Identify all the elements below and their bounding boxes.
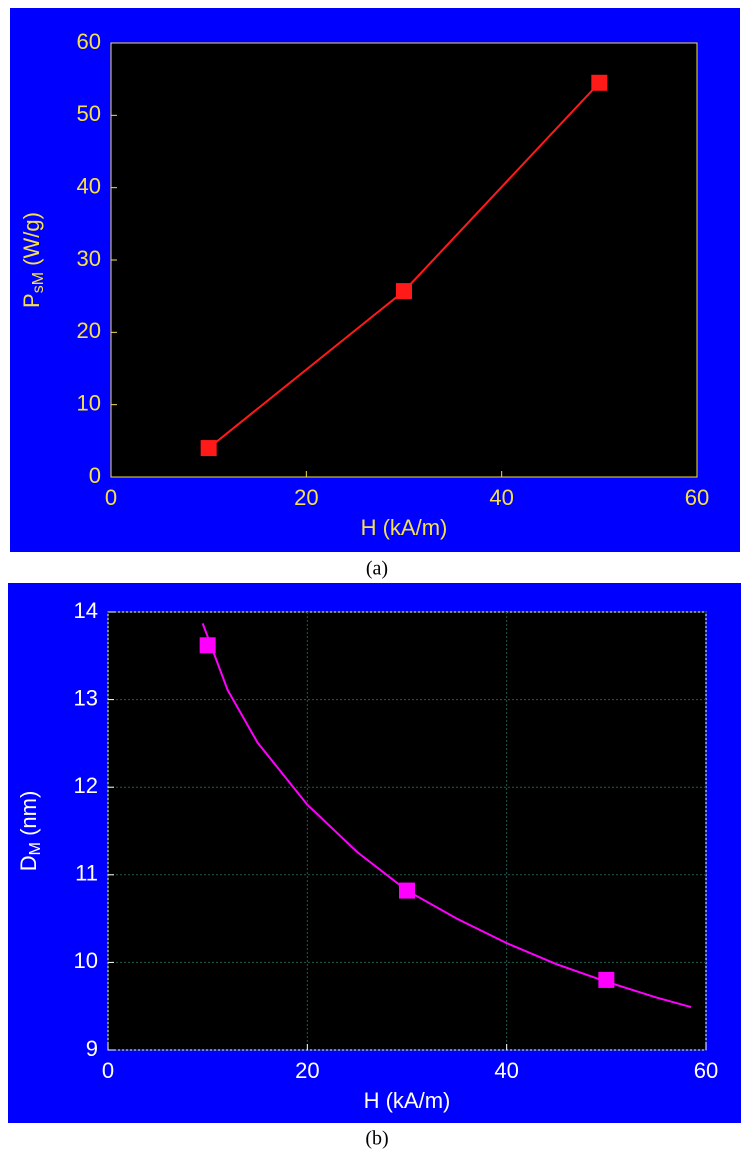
x-tick-label: 40 bbox=[489, 485, 513, 510]
marker bbox=[200, 440, 217, 457]
y-tick-label: 13 bbox=[74, 685, 98, 710]
y-tick-label: 60 bbox=[77, 29, 101, 54]
y-tick-label: 10 bbox=[74, 948, 98, 973]
y-tick-label: 40 bbox=[77, 173, 101, 198]
x-tick-label: 60 bbox=[685, 485, 709, 510]
x-tick-label: 60 bbox=[694, 1058, 718, 1083]
x-tick-label: 0 bbox=[105, 485, 117, 510]
marker bbox=[396, 283, 412, 300]
x-tick-label: 0 bbox=[102, 1058, 114, 1083]
plot-area bbox=[110, 42, 698, 478]
y-axis-label-part: M bbox=[27, 842, 44, 855]
y-axis-label: DM (nm) bbox=[16, 791, 44, 872]
x-axis-label: H (kA/m) bbox=[361, 515, 448, 540]
y-axis-label-part: sM bbox=[30, 272, 47, 293]
y-tick-label: 0 bbox=[89, 463, 101, 488]
y-axis-label-part: P bbox=[19, 293, 44, 308]
x-tick-label: 40 bbox=[494, 1058, 518, 1083]
y-tick-label: 10 bbox=[77, 390, 101, 415]
y-tick-label: 20 bbox=[77, 318, 101, 343]
x-axis-label: H (kA/m) bbox=[364, 1088, 451, 1113]
caption: (b) bbox=[365, 1128, 388, 1150]
x-tick-label: 20 bbox=[295, 1058, 319, 1083]
y-axis-label-part: D bbox=[16, 855, 41, 871]
y-tick-label: 12 bbox=[74, 773, 98, 798]
y-axis-label: PsM (W/g) bbox=[19, 212, 47, 308]
x-tick-label: 20 bbox=[294, 485, 318, 510]
marker bbox=[598, 971, 615, 988]
marker bbox=[399, 882, 415, 899]
y-tick-label: 14 bbox=[74, 598, 98, 623]
marker bbox=[199, 637, 216, 654]
y-tick-label: 9 bbox=[86, 1036, 98, 1061]
y-axis-label-part: (nm) bbox=[16, 791, 41, 842]
y-tick-label: 50 bbox=[77, 101, 101, 126]
y-tick-label: 30 bbox=[77, 246, 101, 271]
y-tick-label: 11 bbox=[75, 861, 98, 886]
series-line bbox=[201, 623, 692, 1009]
y-axis-label-part: (W/g) bbox=[19, 212, 44, 272]
marker bbox=[591, 74, 608, 91]
caption: (a) bbox=[366, 558, 388, 580]
